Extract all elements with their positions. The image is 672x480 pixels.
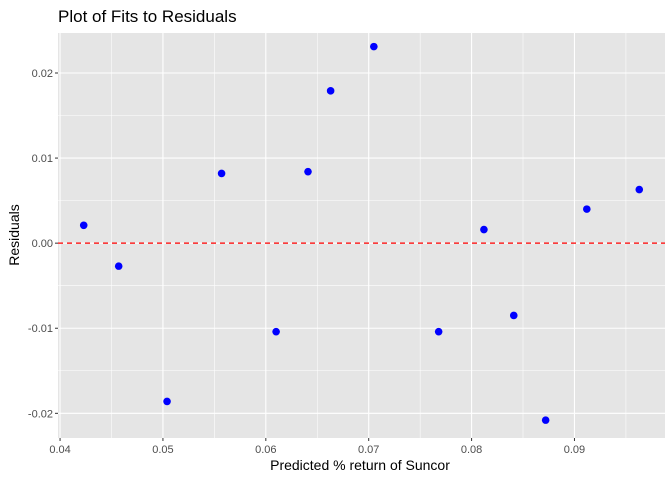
x-axis-ticks: 0.04 0.05 0.06 0.07 0.08 0.09 xyxy=(49,438,585,456)
y-axis-ticks: -0.02 -0.01 0.00 0.01 0.02 xyxy=(28,68,58,420)
y-tick-label: 0.01 xyxy=(32,153,53,165)
minor-gridlines xyxy=(58,33,665,438)
x-tick-label: 0.08 xyxy=(461,444,482,456)
data-point xyxy=(79,221,88,230)
data-point xyxy=(326,87,335,95)
data-point xyxy=(541,416,550,424)
y-tick-label: -0.01 xyxy=(28,323,53,335)
x-tick-label: 0.05 xyxy=(152,444,173,456)
data-point xyxy=(272,327,280,336)
x-tick-label: 0.04 xyxy=(49,444,70,456)
data-point xyxy=(304,167,312,176)
y-tick-label: 0.02 xyxy=(32,68,53,80)
data-points xyxy=(79,42,644,424)
data-point xyxy=(509,311,518,320)
data-point xyxy=(434,327,443,336)
data-point xyxy=(114,262,123,270)
y-tick-label: 0.00 xyxy=(32,238,53,250)
data-point xyxy=(635,185,644,194)
x-tick-label: 0.07 xyxy=(358,444,379,456)
plot-panel xyxy=(58,33,665,438)
x-axis-title: Predicted % return of Suncor xyxy=(270,457,450,473)
data-point xyxy=(163,397,171,406)
data-point xyxy=(583,205,591,213)
y-axis-title: Residuals xyxy=(6,204,22,265)
data-point xyxy=(480,225,488,234)
chart-title: Plot of Fits to Residuals xyxy=(58,7,237,26)
y-tick-label: -0.02 xyxy=(28,408,53,420)
data-point xyxy=(217,169,226,178)
data-point xyxy=(370,42,378,51)
x-tick-label: 0.09 xyxy=(564,444,585,456)
x-tick-label: 0.06 xyxy=(255,444,276,456)
